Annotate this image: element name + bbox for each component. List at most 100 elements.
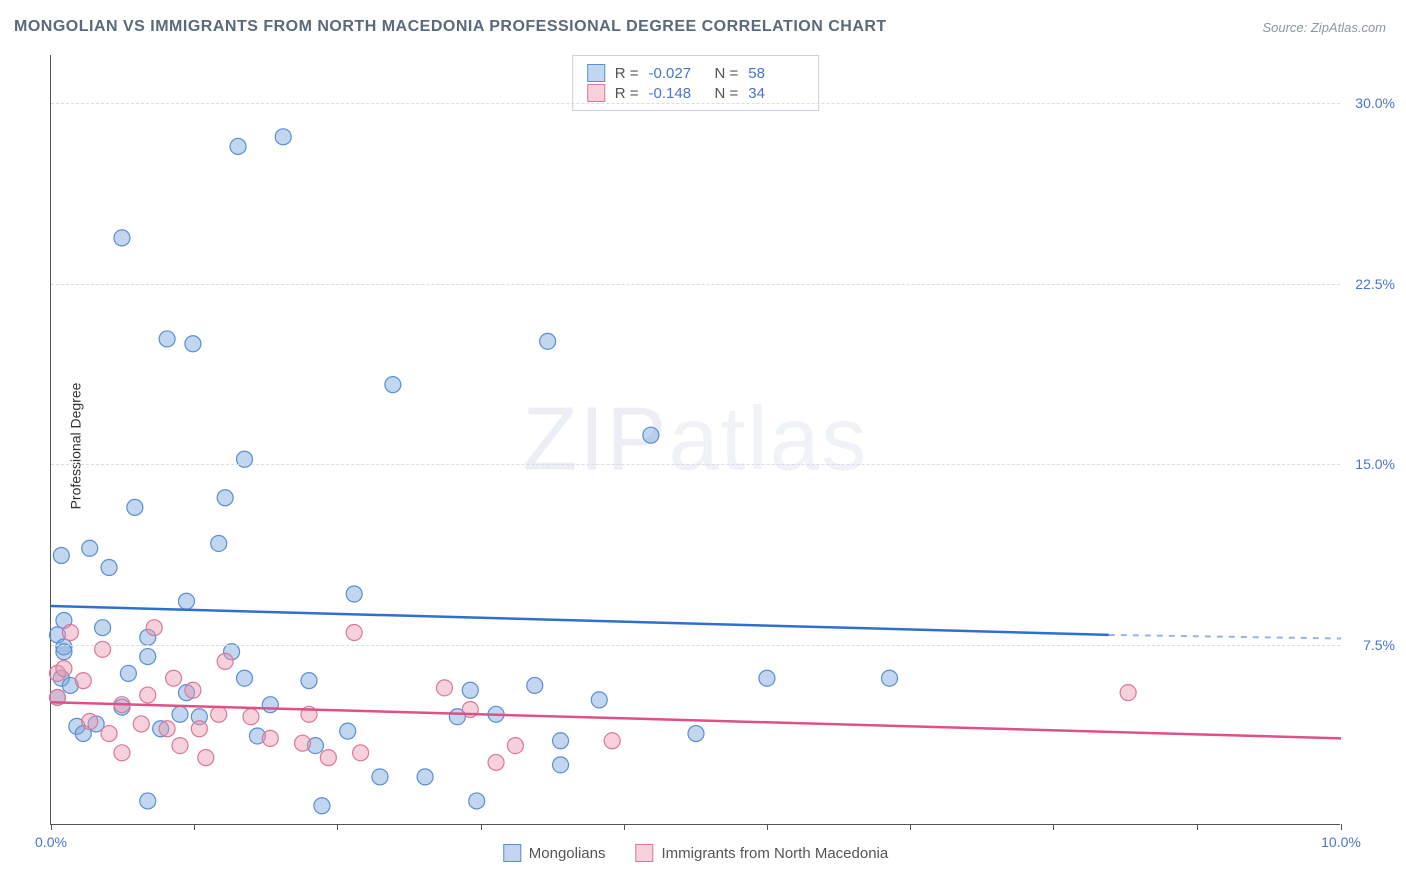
data-point <box>262 697 278 713</box>
x-tick <box>767 824 768 830</box>
y-tick-label: 15.0% <box>1355 456 1395 472</box>
x-tick <box>481 824 482 830</box>
x-tick <box>624 824 625 830</box>
data-point <box>882 670 898 686</box>
data-point <box>82 540 98 556</box>
legend-swatch <box>635 844 653 862</box>
data-point <box>353 745 369 761</box>
data-point <box>540 333 556 349</box>
x-tick-label: 0.0% <box>35 834 67 850</box>
data-point <box>133 716 149 732</box>
data-point <box>114 230 130 246</box>
data-point <box>488 754 504 770</box>
legend-stat-row: R = -0.027 N = 58 <box>587 64 805 82</box>
x-tick <box>1197 824 1198 830</box>
gridline <box>51 645 1340 646</box>
data-point <box>185 682 201 698</box>
x-tick <box>1341 824 1342 830</box>
regression-line-ext <box>1109 635 1341 639</box>
data-point <box>56 661 72 677</box>
data-point <box>230 138 246 154</box>
legend-n-value: 34 <box>748 85 804 102</box>
data-point <box>237 670 253 686</box>
legend-stat-row: R = -0.148 N = 34 <box>587 84 805 102</box>
legend-series: Mongolians Immigrants from North Macedoni… <box>503 844 888 862</box>
x-tick <box>194 824 195 830</box>
data-point <box>301 673 317 689</box>
legend-r-value: -0.027 <box>649 65 705 82</box>
data-point <box>591 692 607 708</box>
data-point <box>385 377 401 393</box>
data-point <box>759 670 775 686</box>
y-tick-label: 7.5% <box>1363 637 1395 653</box>
data-point <box>643 427 659 443</box>
x-tick <box>910 824 911 830</box>
data-point <box>82 714 98 730</box>
data-point <box>243 709 259 725</box>
legend-swatch <box>587 84 605 102</box>
data-point <box>275 129 291 145</box>
legend-n-label: N = <box>715 85 739 102</box>
data-point <box>53 548 69 564</box>
data-point <box>166 670 182 686</box>
data-point <box>346 625 362 641</box>
data-point <box>191 721 207 737</box>
legend-n-value: 58 <box>748 65 804 82</box>
legend-series-item: Mongolians <box>503 844 606 862</box>
x-tick-label: 10.0% <box>1321 834 1361 850</box>
data-point <box>101 560 117 576</box>
data-point <box>140 687 156 703</box>
x-tick <box>1053 824 1054 830</box>
x-tick <box>51 824 52 830</box>
gridline <box>51 103 1340 104</box>
data-point <box>178 593 194 609</box>
legend-series-item: Immigrants from North Macedonia <box>635 844 888 862</box>
data-point <box>217 653 233 669</box>
data-point <box>262 730 278 746</box>
data-point <box>101 726 117 742</box>
data-point <box>159 721 175 737</box>
plot-svg <box>51 55 1340 824</box>
legend-r-label: R = <box>615 65 639 82</box>
data-point <box>295 735 311 751</box>
legend-n-label: N = <box>715 65 739 82</box>
gridline <box>51 284 1340 285</box>
y-tick-label: 30.0% <box>1355 95 1395 111</box>
data-point <box>172 738 188 754</box>
data-point <box>56 644 72 660</box>
data-point <box>95 620 111 636</box>
data-point <box>314 798 330 814</box>
data-point <box>469 793 485 809</box>
data-point <box>553 733 569 749</box>
regression-line <box>51 606 1109 635</box>
data-point <box>185 336 201 352</box>
data-point <box>688 726 704 742</box>
data-point <box>217 490 233 506</box>
data-point <box>417 769 433 785</box>
data-point <box>211 535 227 551</box>
data-point <box>120 665 136 681</box>
data-point <box>146 620 162 636</box>
data-point <box>436 680 452 696</box>
data-point <box>507 738 523 754</box>
legend-series-name: Immigrants from North Macedonia <box>661 845 888 862</box>
data-point <box>462 682 478 698</box>
data-point <box>114 745 130 761</box>
data-point <box>320 750 336 766</box>
data-point <box>159 331 175 347</box>
data-point <box>553 757 569 773</box>
data-point <box>75 673 91 689</box>
plot-area: ZIPatlas R =-0.027N =58R =-0.148N =34 Mo… <box>50 55 1340 825</box>
y-tick-label: 22.5% <box>1355 276 1395 292</box>
data-point <box>604 733 620 749</box>
legend-series-name: Mongolians <box>529 845 606 862</box>
legend-r-value: -0.148 <box>649 85 705 102</box>
data-point <box>140 793 156 809</box>
data-point <box>1120 685 1136 701</box>
data-point <box>172 706 188 722</box>
data-point <box>211 706 227 722</box>
data-point <box>346 586 362 602</box>
x-tick <box>337 824 338 830</box>
source-label: Source: ZipAtlas.com <box>1262 20 1386 35</box>
legend-r-label: R = <box>615 85 639 102</box>
